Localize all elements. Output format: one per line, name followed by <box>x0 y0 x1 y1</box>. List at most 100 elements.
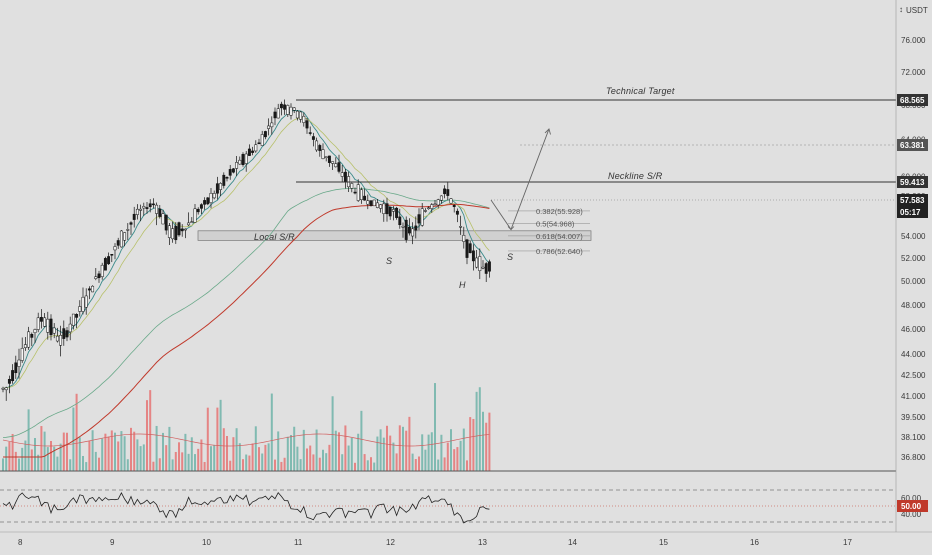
price-tick[interactable]: 39.500 <box>901 413 926 422</box>
price-tick[interactable]: 76.000 <box>901 36 926 45</box>
candle-body <box>292 107 296 111</box>
time-tick[interactable]: 11 <box>294 538 303 547</box>
time-tick[interactable]: 13 <box>478 538 487 547</box>
candle-body <box>17 359 21 367</box>
candle-body <box>395 207 399 218</box>
ema-slow-line <box>2 187 490 438</box>
rsi-tick[interactable]: 60.00 <box>901 494 922 503</box>
candle-body <box>308 132 312 134</box>
price-tick[interactable]: 38.100 <box>901 433 926 442</box>
volume-bar <box>322 449 324 471</box>
volume-bar <box>27 409 30 471</box>
volume-bar <box>187 453 190 471</box>
rsi-tick[interactable]: 40.00 <box>901 510 922 519</box>
time-tick[interactable]: 9 <box>110 538 115 547</box>
candle-body <box>209 192 213 203</box>
candle-body <box>295 110 299 119</box>
volume-bar <box>411 453 414 471</box>
candle-body <box>267 125 271 129</box>
candle-body <box>417 214 421 224</box>
price-tick[interactable]: 36.800 <box>901 453 926 462</box>
price-tick[interactable]: 41.000 <box>901 392 926 401</box>
candle-body <box>484 263 488 274</box>
volume-bar <box>283 457 286 471</box>
candle-body <box>228 169 232 176</box>
volume-bar <box>456 447 459 471</box>
price-tick[interactable]: 72.000 <box>901 68 926 77</box>
ema-mid-line <box>2 116 490 389</box>
volume-bar <box>267 443 270 471</box>
candle-body <box>331 161 335 164</box>
candle-body <box>270 122 274 128</box>
candle-body <box>87 288 91 291</box>
candle-body <box>180 228 184 232</box>
price-tick[interactable]: 52.000 <box>901 254 926 263</box>
candle-body <box>427 207 431 210</box>
candle-body <box>340 172 344 177</box>
volume-bar <box>66 432 68 471</box>
volume-bar <box>379 429 382 471</box>
candle-body <box>119 230 123 248</box>
candle-body <box>126 229 130 231</box>
price-tick[interactable]: 44.000 <box>901 350 926 359</box>
candle-body <box>110 254 114 256</box>
volume-bar <box>334 430 337 471</box>
volume-bar <box>430 432 433 471</box>
volume-bar <box>43 431 46 471</box>
candle-body <box>379 204 383 209</box>
volume-bar <box>56 456 59 471</box>
price-tick[interactable]: 54.000 <box>901 232 926 241</box>
price-tick[interactable]: 50.000 <box>901 277 926 286</box>
volume-bar <box>414 459 417 471</box>
candle-body <box>14 362 18 374</box>
time-tick[interactable]: 17 <box>843 538 852 547</box>
fib-label: 0.618(54.007) <box>536 232 583 241</box>
volume-bar <box>117 441 120 471</box>
time-tick[interactable]: 16 <box>750 538 759 547</box>
volume-bar <box>472 418 475 471</box>
head-label: H <box>459 280 466 290</box>
time-tick[interactable]: 12 <box>386 538 395 547</box>
volume-bar <box>373 462 376 471</box>
price-tick[interactable]: 48.000 <box>901 301 926 310</box>
volume-bar <box>114 432 116 471</box>
time-tick[interactable]: 8 <box>18 538 23 547</box>
price-tag <box>897 206 928 218</box>
candle-body <box>129 222 133 225</box>
price-tick[interactable]: 42.500 <box>901 371 926 380</box>
volume-bar <box>478 387 481 471</box>
volume-bar <box>245 454 248 471</box>
currency-label: USDT <box>906 6 928 15</box>
volume-bar <box>280 461 283 471</box>
candle-body <box>487 261 491 272</box>
horizontal-levels <box>296 99 896 201</box>
time-tick[interactable]: 14 <box>568 538 577 547</box>
volume-bar <box>350 437 353 471</box>
volume-bar <box>40 426 43 471</box>
volume-bar <box>190 437 193 471</box>
local-sr-zone <box>197 230 592 241</box>
candle-body <box>75 313 79 318</box>
time-tick[interactable]: 15 <box>659 538 668 547</box>
volume-bar <box>299 459 302 471</box>
time-tick[interactable]: 10 <box>202 538 211 547</box>
price-tick[interactable]: 46.000 <box>901 325 926 334</box>
candle-body <box>97 273 101 278</box>
candle-body <box>113 246 117 251</box>
technical-target-label: Technical Target <box>606 86 675 96</box>
candle-body <box>382 203 386 214</box>
time-axis-ticks[interactable]: 8 9 10 11 12 13 14 15 16 17 <box>18 538 852 547</box>
candle-body <box>279 103 283 109</box>
candle-body <box>193 208 197 223</box>
volume-bar <box>152 461 155 471</box>
candle-body <box>155 204 159 214</box>
volume-bar <box>363 454 366 471</box>
candle-body <box>23 344 27 348</box>
volume-bar <box>398 425 401 471</box>
volume-bar <box>296 446 299 471</box>
candle-body <box>350 183 354 189</box>
volume-bar <box>360 410 363 471</box>
candle-body <box>401 225 405 228</box>
